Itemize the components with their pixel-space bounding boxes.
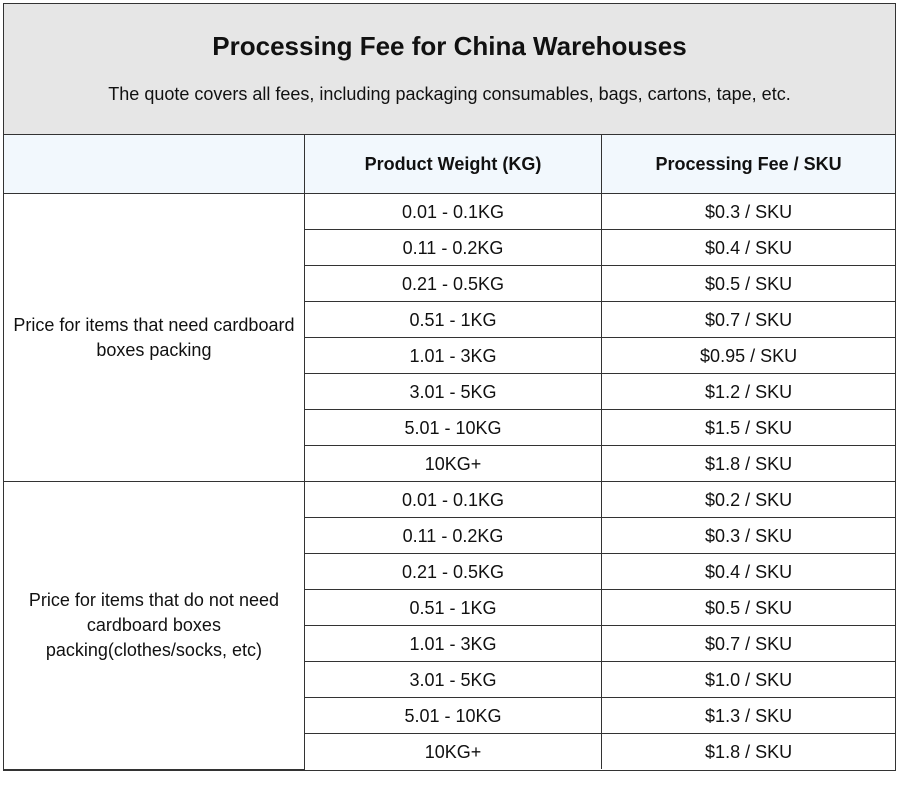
column-header-weight: Product Weight (KG) xyxy=(304,135,601,194)
column-header-fee: Processing Fee / SKU xyxy=(602,135,895,194)
fee-cell: $0.3 / SKU xyxy=(602,518,895,554)
weight-cell: 0.11 - 0.2KG xyxy=(304,230,601,266)
fee-cell: $1.5 / SKU xyxy=(602,410,895,446)
weight-cell: 3.01 - 5KG xyxy=(304,374,601,410)
weight-cell: 1.01 - 3KG xyxy=(304,338,601,374)
table-body: Price for items that need cardboard boxe… xyxy=(4,194,895,770)
fee-sheet: Processing Fee for China Warehouses The … xyxy=(3,3,896,771)
table-header-row: Product Weight (KG) Processing Fee / SKU xyxy=(4,135,895,194)
header-panel: Processing Fee for China Warehouses The … xyxy=(4,4,895,135)
fee-cell: $1.8 / SKU xyxy=(602,446,895,482)
fee-cell: $0.7 / SKU xyxy=(602,626,895,662)
fee-cell: $0.5 / SKU xyxy=(602,266,895,302)
fee-cell: $0.2 / SKU xyxy=(602,482,895,518)
group-label: Price for items that need cardboard boxe… xyxy=(4,194,304,482)
weight-cell: 0.21 - 0.5KG xyxy=(304,266,601,302)
weight-cell: 10KG+ xyxy=(304,734,601,770)
weight-cell: 0.01 - 0.1KG xyxy=(304,194,601,230)
fee-cell: $0.4 / SKU xyxy=(602,230,895,266)
weight-cell: 0.51 - 1KG xyxy=(304,590,601,626)
group-label: Price for items that do not need cardboa… xyxy=(4,482,304,770)
column-header-category xyxy=(4,135,304,194)
fee-cell: $1.8 / SKU xyxy=(602,734,895,770)
fee-cell: $1.0 / SKU xyxy=(602,662,895,698)
weight-cell: 5.01 - 10KG xyxy=(304,698,601,734)
weight-cell: 10KG+ xyxy=(304,446,601,482)
page-subtitle: The quote covers all fees, including pac… xyxy=(4,83,895,105)
fee-cell: $0.3 / SKU xyxy=(602,194,895,230)
weight-cell: 0.51 - 1KG xyxy=(304,302,601,338)
weight-cell: 1.01 - 3KG xyxy=(304,626,601,662)
weight-cell: 3.01 - 5KG xyxy=(304,662,601,698)
page-title: Processing Fee for China Warehouses xyxy=(4,4,895,61)
fee-cell: $0.7 / SKU xyxy=(602,302,895,338)
table-row: Price for items that need cardboard boxe… xyxy=(4,194,895,230)
fee-cell: $0.4 / SKU xyxy=(602,554,895,590)
fee-cell: $0.95 / SKU xyxy=(602,338,895,374)
fee-table: Product Weight (KG) Processing Fee / SKU… xyxy=(4,135,895,770)
fee-cell: $0.5 / SKU xyxy=(602,590,895,626)
weight-cell: 0.11 - 0.2KG xyxy=(304,518,601,554)
table-row: Price for items that do not need cardboa… xyxy=(4,482,895,518)
weight-cell: 5.01 - 10KG xyxy=(304,410,601,446)
fee-cell: $1.2 / SKU xyxy=(602,374,895,410)
weight-cell: 0.01 - 0.1KG xyxy=(304,482,601,518)
weight-cell: 0.21 - 0.5KG xyxy=(304,554,601,590)
fee-cell: $1.3 / SKU xyxy=(602,698,895,734)
